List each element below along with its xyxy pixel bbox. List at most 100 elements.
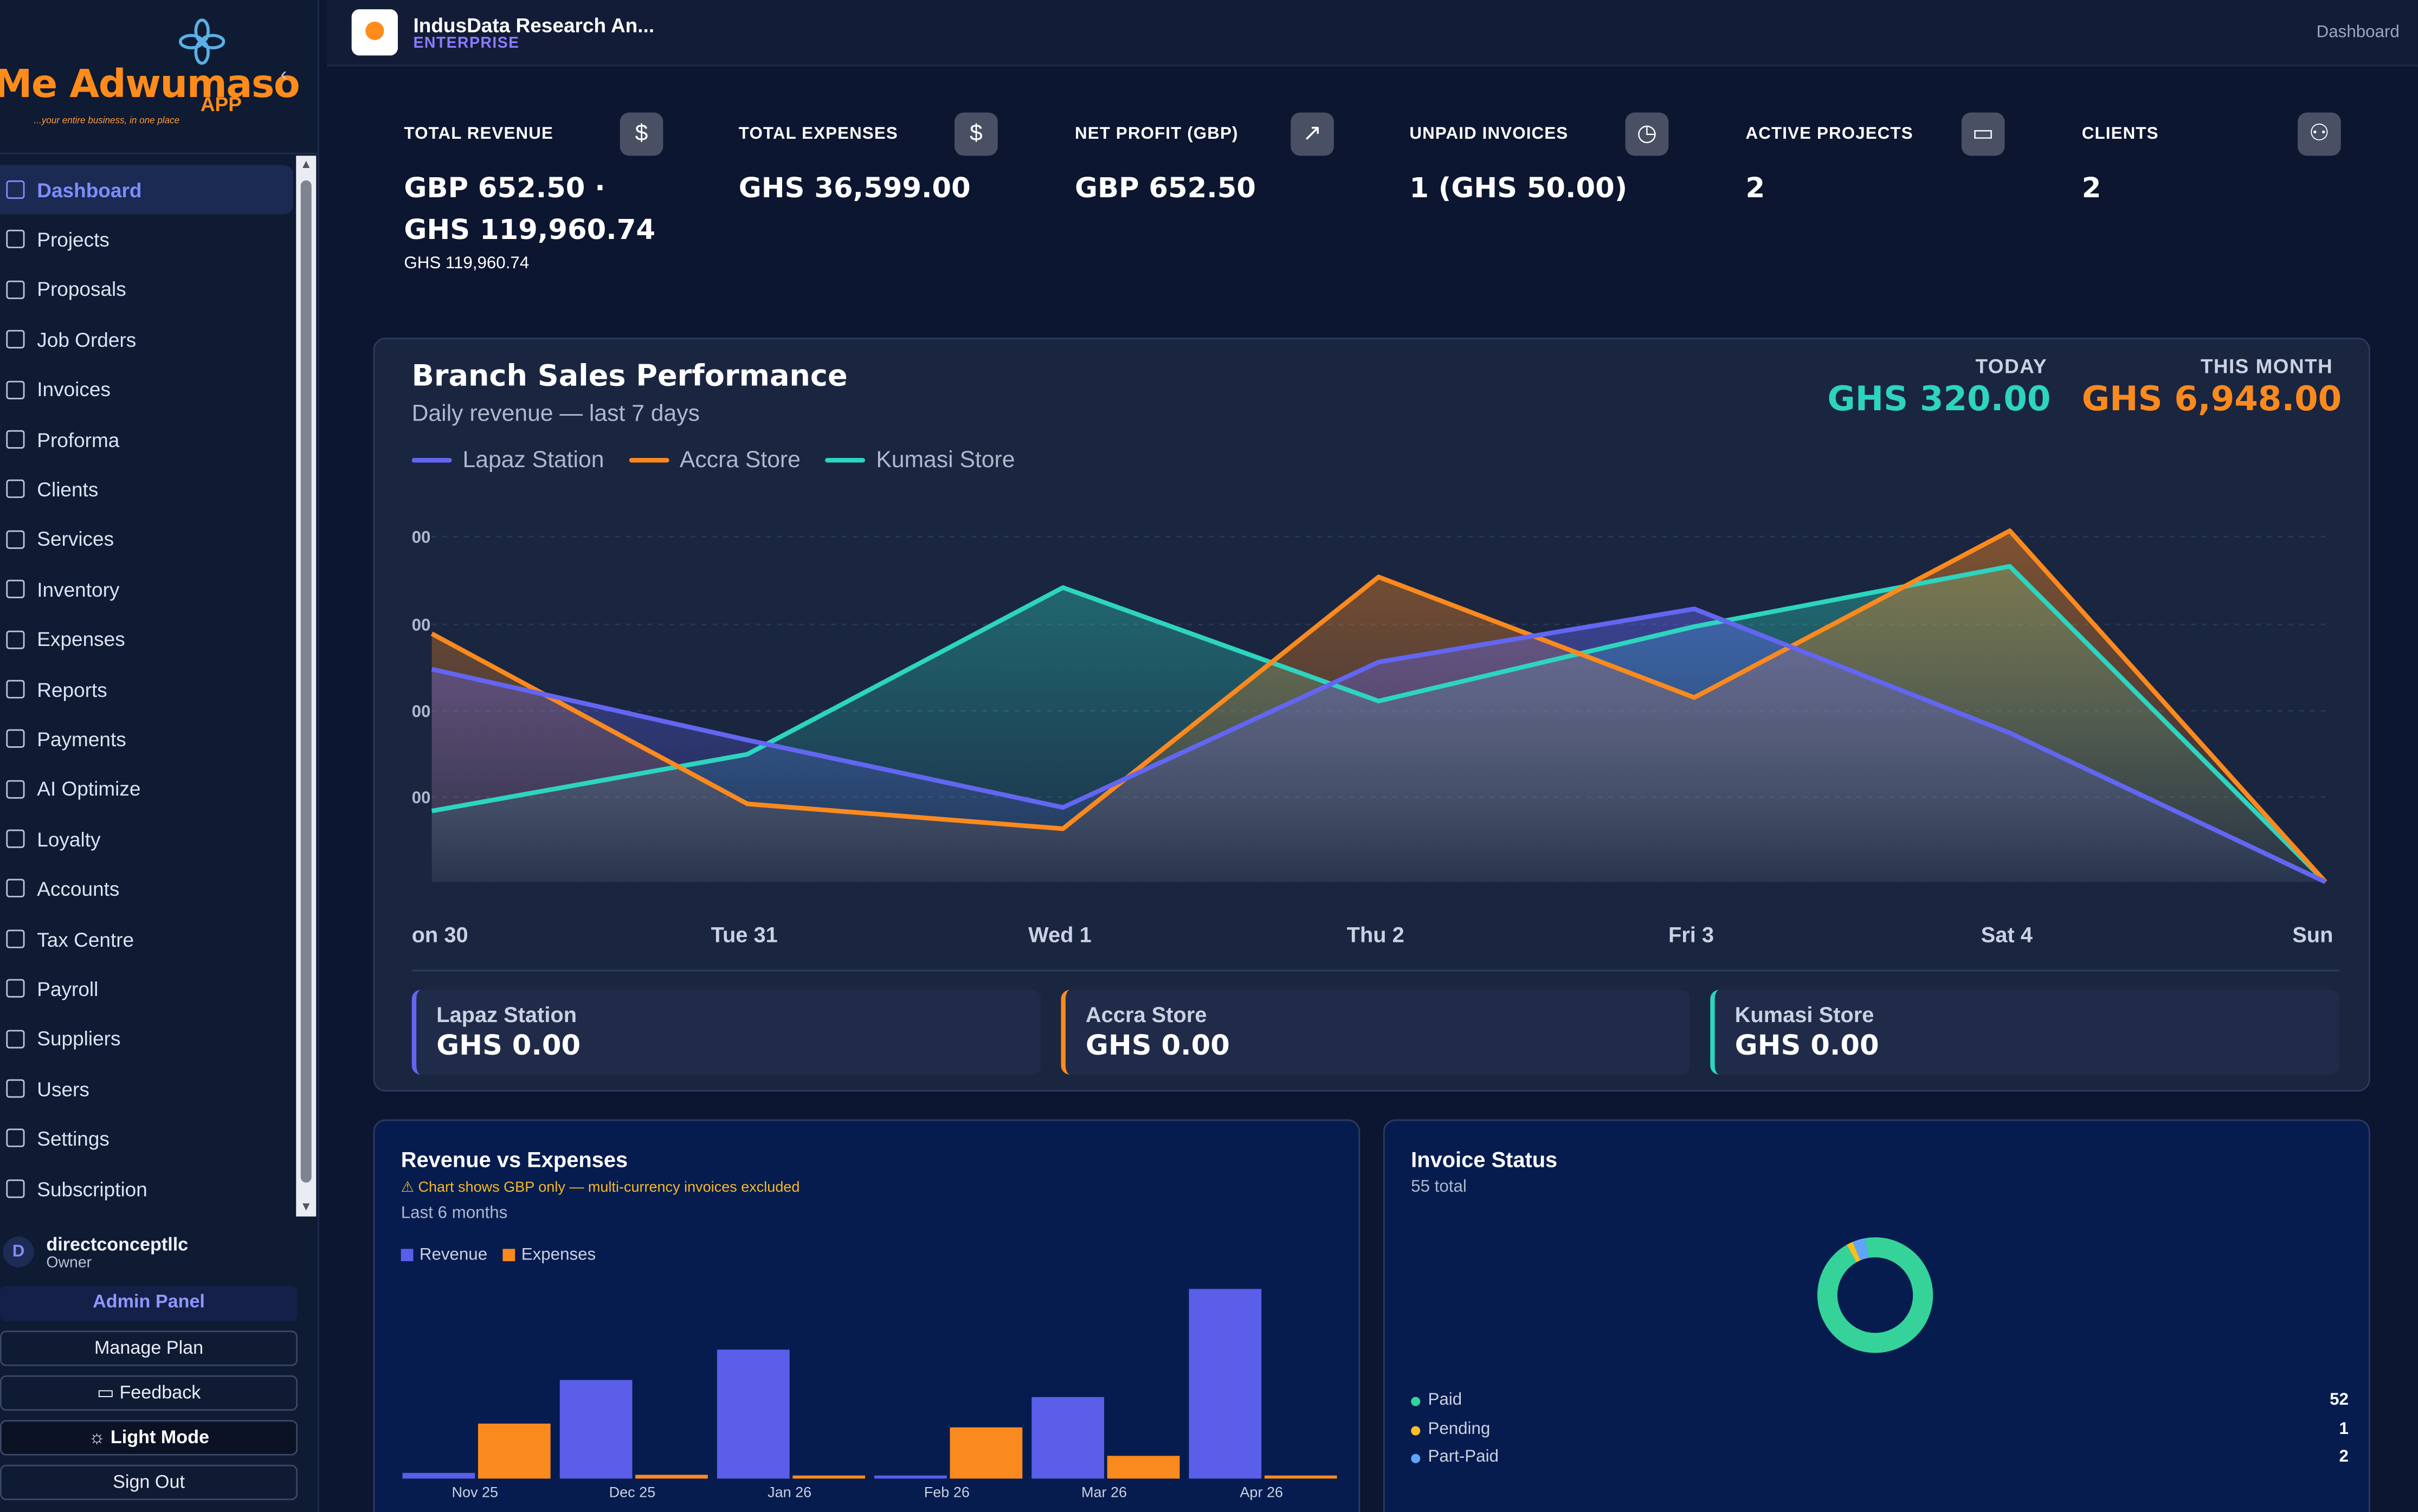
sidebar-item-settings[interactable]: Settings (0, 1114, 293, 1164)
store-name: Lapaz Station (436, 1002, 577, 1027)
sidebar-item-suppliers[interactable]: Suppliers (0, 1014, 293, 1064)
store-card-lapaz[interactable]: Lapaz Station GHS 0.00 (411, 990, 1041, 1075)
logo-text: Me Adwumaso (0, 61, 300, 107)
logo-app: APP (200, 92, 242, 116)
credit-card-icon (6, 1179, 25, 1198)
logo-tagline: ...your entire business, in one place (34, 117, 180, 127)
user-icon (6, 1079, 25, 1098)
sidebar-item-label: AI Optimize (37, 777, 141, 801)
scroll-down-arrow-icon[interactable]: ▼ (300, 1199, 312, 1214)
folder-icon (6, 230, 25, 249)
sidebar-item-label: Subscription (37, 1177, 147, 1200)
clock-icon: ◷ (1625, 112, 1669, 156)
feedback-button[interactable]: ▭ Feedback (0, 1375, 298, 1411)
scroll-thumb[interactable] (300, 180, 312, 1183)
user-role: Owner (46, 1255, 92, 1272)
rev-legend: Revenue Expenses (401, 1246, 596, 1264)
legend-label: Kumasi Store (876, 447, 1015, 474)
sidebar-item-inventory[interactable]: Inventory (0, 565, 293, 615)
panel-subtitle: Last 6 months (401, 1204, 508, 1223)
sidebar-item-label: Settings (37, 1127, 109, 1151)
sidebar-item-projects[interactable]: Projects (0, 215, 293, 265)
bar-expenses (792, 1475, 866, 1479)
sign-out-button[interactable]: Sign Out (0, 1464, 298, 1501)
sidebar-item-services[interactable]: Services (0, 514, 293, 564)
bar-revenue (1189, 1289, 1262, 1479)
light-mode-button[interactable]: ☼ Light Mode (0, 1420, 298, 1456)
sidebar-item-clients[interactable]: Clients (0, 464, 293, 514)
sidebar-item-users[interactable]: Users (0, 1064, 293, 1114)
legend-item-lapaz[interactable]: Lapaz Station (411, 447, 604, 473)
invoice-icon (6, 380, 25, 399)
sidebar-item-label: Clients (37, 478, 99, 501)
scroll-up-arrow-icon[interactable]: ▲ (300, 157, 312, 171)
sidebar-scrollbar[interactable]: ▲ ▼ (296, 156, 317, 1217)
sidebar-item-loyalty[interactable]: Loyalty (0, 814, 293, 864)
sidebar-item-dashboard[interactable]: Dashboard (0, 165, 293, 215)
invoice-status-panel: Invoice Status 55 total Paid 52 Pending 1 … (1383, 1119, 2370, 1512)
card-label: TOTAL REVENUE (404, 125, 554, 144)
sidebar-item-job-orders[interactable]: Job Orders (0, 315, 293, 365)
logo-flower-icon (179, 18, 225, 65)
dollar-icon: $ (620, 112, 663, 156)
receipt-icon (6, 929, 25, 948)
store-card-accra[interactable]: Accra Store GHS 0.00 (1061, 990, 1691, 1075)
bar-revenue (874, 1475, 947, 1479)
org-name[interactable]: IndusData Research An... (413, 14, 655, 37)
chat-icon: ▭ (96, 1381, 120, 1403)
card-unpaid-invoices[interactable]: UNPAID INVOICES 1 (GHS 50.00) ◷ (1380, 85, 1696, 309)
legend-label: Accra Store (679, 447, 801, 474)
sidebar-item-label: Job Orders (37, 328, 137, 352)
sidebar-item-label: Reports (37, 677, 107, 701)
trend-up-icon: ↗ (1291, 112, 1334, 156)
sidebar-item-payments[interactable]: Payments (0, 714, 293, 764)
legend-item-expenses[interactable]: Expenses (502, 1246, 596, 1264)
sidebar-item-reports[interactable]: Reports (0, 664, 293, 714)
divider (411, 970, 2339, 972)
card-clients[interactable]: CLIENTS 2 ⚇ (2053, 85, 2369, 309)
card-total-revenue[interactable]: TOTAL REVENUE GBP 652.50 · GHS 119,960.7… (375, 85, 691, 309)
sidebar-item-payroll[interactable]: Payroll (0, 964, 293, 1014)
bar-expenses (950, 1427, 1023, 1479)
legend-item-accra[interactable]: Accra Store (629, 447, 801, 473)
sidebar: Me Adwumaso APP ...your entire business,… (0, 0, 319, 1512)
legend-item-pending[interactable]: Pending 1 (1411, 1419, 2349, 1448)
logo-area[interactable]: Me Adwumaso APP ...your entire business,… (0, 0, 319, 154)
sidebar-item-tax-centre[interactable]: Tax Centre (0, 914, 293, 964)
legend-item-part-paid[interactable]: Part-Paid 2 (1411, 1448, 2349, 1476)
legend-item-paid[interactable]: Paid 52 (1411, 1391, 2349, 1419)
printer-icon (6, 330, 25, 349)
collapse-sidebar-button[interactable]: ‹ (280, 63, 287, 85)
user-profile[interactable]: D directconceptllc Owner (0, 1227, 319, 1280)
card-sub: GHS 119,960.74 (404, 254, 530, 273)
y-tick-label: 00 (412, 702, 431, 721)
card-net-profit[interactable]: NET PROFIT (GBP) GBP 652.50 ↗ (1046, 85, 1362, 309)
bar-revenue (1031, 1397, 1105, 1479)
sidebar-item-subscription[interactable]: Subscription (0, 1164, 293, 1213)
branch-line-chart: 00 00 00 00 on 30 Tue 31 Wed 1 Thu 2 Fri 3 Sat 4 S… (412, 527, 2333, 947)
org-plan-badge: ENTERPRISE (413, 35, 520, 53)
branch-subtitle: Daily revenue — last 7 days (411, 400, 700, 428)
card-total-expenses[interactable]: TOTAL EXPENSES GHS 36,599.00 $ (710, 85, 1026, 309)
admin-panel-button[interactable]: Admin Panel (0, 1285, 298, 1322)
sidebar-item-label: Accounts (37, 877, 120, 901)
card-value: 2 (1745, 172, 1765, 205)
manage-plan-button[interactable]: Manage Plan (0, 1330, 298, 1366)
gear-icon (6, 1129, 25, 1148)
card-label: CLIENTS (2081, 125, 2159, 144)
sidebar-item-accounts[interactable]: Accounts (0, 864, 293, 914)
status-name: Paid (1428, 1391, 1462, 1410)
status-count: 2 (2339, 1448, 2349, 1466)
sidebar-item-proposals[interactable]: Proposals (0, 265, 293, 315)
store-card-kumasi[interactable]: Kumasi Store GHS 0.00 (1710, 990, 2339, 1075)
y-tick-label: 00 (412, 616, 431, 635)
card-active-projects[interactable]: ACTIVE PROJECTS 2 ▭ (1716, 85, 2032, 309)
legend-item-kumasi[interactable]: Kumasi Store (825, 447, 1015, 473)
legend-item-revenue[interactable]: Revenue (401, 1246, 487, 1264)
sidebar-item-proforma[interactable]: Proforma (0, 415, 293, 464)
sidebar-item-expenses[interactable]: Expenses (0, 615, 293, 664)
x-tick-label: Tue 31 (711, 923, 778, 947)
sidebar-item-invoices[interactable]: Invoices (0, 365, 293, 415)
sidebar-item-ai-optimize[interactable]: AI Optimize (0, 764, 293, 814)
store-name: Kumasi Store (1734, 1002, 1874, 1027)
